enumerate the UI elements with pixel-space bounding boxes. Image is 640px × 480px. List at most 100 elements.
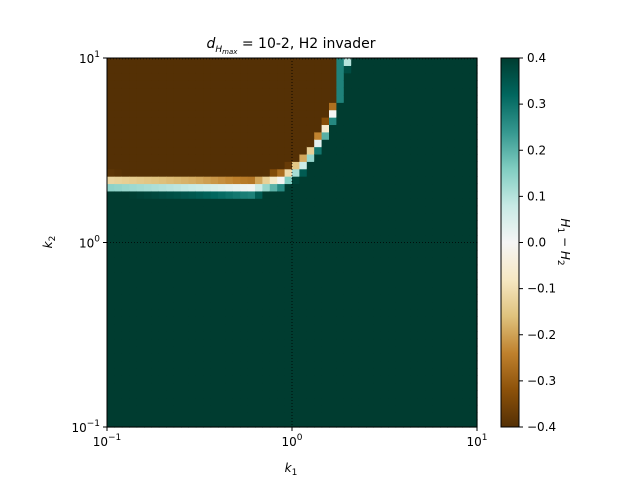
heatmap-cell	[432, 419, 441, 428]
heatmap-cell	[440, 272, 448, 280]
heatmap-cell	[469, 345, 478, 354]
heatmap-cell	[469, 65, 478, 74]
heatmap-cell	[292, 375, 300, 384]
heatmap-cell	[410, 331, 419, 340]
heatmap-cell	[247, 235, 256, 244]
heatmap-cell	[343, 205, 352, 214]
heatmap-cell	[395, 80, 404, 89]
heatmap-cell	[114, 153, 123, 162]
heatmap-cell	[262, 367, 271, 376]
heatmap-cell	[388, 257, 397, 266]
heatmap-cell	[173, 412, 182, 421]
heatmap-cell	[447, 131, 456, 140]
heatmap-cell	[329, 360, 337, 369]
heatmap-cell	[469, 264, 478, 273]
heatmap-cell	[351, 183, 360, 192]
x-tick-label-base: 10	[93, 435, 108, 449]
heatmap-cell	[306, 272, 315, 280]
heatmap-cell	[299, 190, 308, 199]
heatmap-cell	[380, 242, 389, 251]
heatmap-cell	[417, 212, 426, 221]
heatmap-cell	[329, 124, 337, 133]
heatmap-cell	[351, 198, 360, 207]
heatmap-cell	[210, 404, 219, 413]
heatmap-cell	[225, 72, 234, 81]
heatmap-cell	[343, 109, 352, 118]
heatmap-cell	[210, 249, 219, 258]
heatmap-cell	[195, 367, 204, 376]
heatmap-cell	[432, 102, 441, 111]
heatmap-cell	[351, 190, 360, 199]
heatmap-cell	[144, 419, 152, 428]
heatmap-cell	[447, 390, 456, 399]
heatmap-cell	[269, 316, 278, 325]
heatmap-cell	[395, 168, 404, 177]
heatmap-cell	[173, 94, 182, 103]
heatmap-cell	[306, 153, 315, 162]
heatmap-cell	[144, 272, 152, 280]
heatmap-cell	[469, 390, 478, 399]
heatmap-cell	[417, 249, 426, 258]
heatmap-cell	[114, 338, 123, 347]
heatmap-cell	[329, 139, 337, 148]
heatmap-cell	[195, 331, 204, 340]
heatmap-cell	[403, 323, 411, 332]
heatmap-cell	[403, 212, 411, 221]
heatmap-cell	[469, 131, 478, 140]
heatmap-cell	[395, 212, 404, 221]
heatmap-cell	[203, 412, 212, 421]
heatmap-cell	[188, 419, 197, 428]
title-suffix: = 10-2, H2 invader	[237, 36, 375, 52]
heatmap-cell	[166, 419, 175, 428]
heatmap-cell	[240, 168, 249, 177]
heatmap-cell	[343, 220, 352, 229]
heatmap-cell	[410, 286, 419, 295]
heatmap-cell	[144, 249, 152, 258]
colorbar-tick-label: −0.2	[527, 328, 556, 342]
heatmap-cell	[440, 360, 448, 369]
heatmap-cell	[329, 382, 337, 391]
heatmap-cell	[247, 397, 256, 406]
heatmap-cell	[203, 323, 212, 332]
heatmap-cell	[462, 308, 471, 317]
heatmap-cell	[469, 360, 478, 369]
chart-title: dHmax = 10-2, H2 invader	[206, 36, 375, 56]
heatmap-cell	[210, 360, 219, 369]
heatmap-cell	[255, 124, 263, 133]
heatmap-cell	[240, 139, 249, 148]
heatmap-cell	[188, 220, 197, 229]
heatmap-cell	[321, 168, 330, 177]
heatmap-cell	[181, 139, 189, 148]
heatmap-cell	[336, 198, 345, 207]
heatmap-cell	[188, 397, 197, 406]
heatmap-cell	[403, 338, 411, 347]
heatmap-cell	[447, 308, 456, 317]
heatmap-cell	[195, 227, 204, 236]
heatmap-cell	[181, 87, 189, 96]
heatmap-cell	[262, 220, 271, 229]
heatmap-cell	[188, 117, 197, 126]
heatmap-cell	[269, 382, 278, 391]
heatmap-cell	[210, 279, 219, 288]
heatmap-cell	[410, 323, 419, 332]
heatmap-cell	[240, 198, 249, 207]
heatmap-cell	[292, 242, 300, 251]
heatmap-cell	[240, 124, 249, 133]
heatmap-cell	[107, 367, 115, 376]
heatmap-cell	[181, 198, 189, 207]
heatmap-cell	[218, 272, 226, 280]
heatmap-cell	[210, 338, 219, 347]
heatmap-cell	[277, 257, 286, 266]
heatmap-cell	[225, 338, 234, 347]
heatmap-cell	[136, 94, 145, 103]
heatmap-cell	[343, 353, 352, 362]
heatmap-cell	[336, 390, 345, 399]
heatmap-cell	[247, 404, 256, 413]
heatmap-cell	[129, 190, 138, 199]
heatmap-cell	[114, 397, 123, 406]
heatmap-cell	[144, 139, 152, 148]
heatmap-cell	[173, 227, 182, 236]
heatmap-cell	[247, 338, 256, 347]
heatmap-cell	[306, 198, 315, 207]
heatmap-cell	[373, 316, 382, 325]
